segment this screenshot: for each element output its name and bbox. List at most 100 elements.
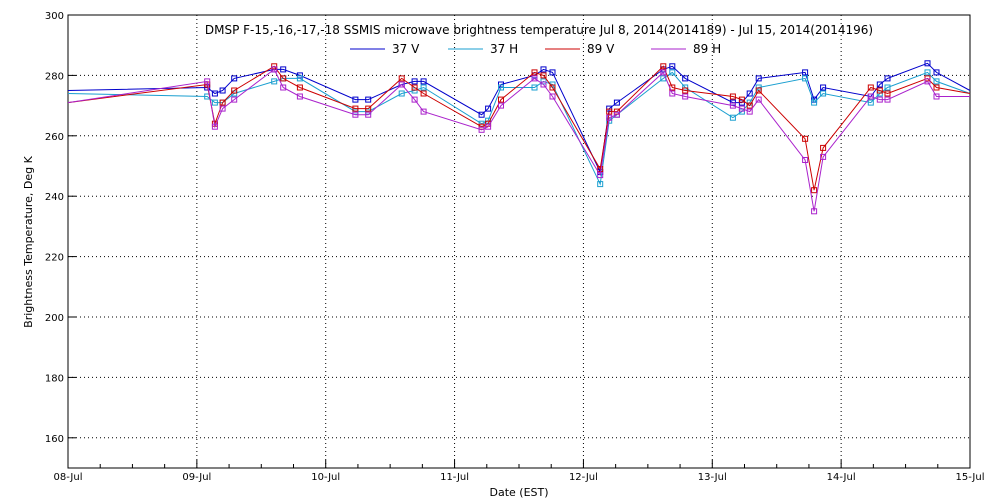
chart-title: DMSP F-15,-16,-17,-18 SSMIS microwave br… xyxy=(205,23,873,37)
data-point xyxy=(606,114,613,121)
data-point xyxy=(729,114,736,121)
series-group xyxy=(67,60,971,215)
data-point xyxy=(820,90,827,97)
data-point xyxy=(669,63,676,70)
data-point xyxy=(280,75,287,82)
data-point xyxy=(219,105,226,112)
data-point xyxy=(660,63,667,70)
data-point xyxy=(811,99,818,106)
data-point xyxy=(549,69,556,76)
data-point xyxy=(540,72,547,79)
data-point xyxy=(746,102,753,109)
data-point xyxy=(924,78,931,85)
axis-ticks: 160 180 200 220 240 260 280 300 08-Jul 09-Jul 10-J… xyxy=(45,11,985,483)
data-point xyxy=(746,108,753,115)
series-89-h xyxy=(67,66,970,215)
x-tick-label: 12-Jul xyxy=(569,472,598,483)
data-point xyxy=(231,96,238,103)
data-point xyxy=(876,81,883,88)
data-point xyxy=(867,84,874,91)
data-point xyxy=(411,84,418,91)
data-point xyxy=(231,87,238,94)
data-point xyxy=(420,84,427,91)
data-point xyxy=(933,69,940,76)
data-point xyxy=(280,66,287,73)
data-point xyxy=(820,144,827,151)
data-point xyxy=(682,93,689,100)
data-point xyxy=(802,75,809,82)
legend: 37 V 37 H 89 V 89 H xyxy=(350,42,721,56)
data-point xyxy=(271,66,278,73)
x-tick-label: 11-Jul xyxy=(440,472,469,483)
x-tick-label: 08-Jul xyxy=(54,472,83,483)
data-point xyxy=(738,105,745,112)
y-tick-label: 280 xyxy=(45,71,64,82)
data-point xyxy=(729,102,736,109)
data-point xyxy=(924,69,931,76)
data-point xyxy=(478,123,485,130)
y-axis-title: Brightness Temperature, Deg K xyxy=(22,155,35,327)
data-point xyxy=(498,102,504,109)
data-point xyxy=(352,105,359,112)
x-tick-label: 14-Jul xyxy=(827,472,856,483)
data-point xyxy=(924,60,931,67)
data-point xyxy=(398,90,405,97)
data-point xyxy=(729,93,736,100)
data-point xyxy=(365,111,372,118)
data-point xyxy=(660,69,667,76)
y-tick-label: 300 xyxy=(45,11,64,22)
y-tick-label: 160 xyxy=(45,434,64,445)
data-point xyxy=(420,78,427,85)
data-point xyxy=(876,87,883,94)
data-point xyxy=(540,81,547,88)
data-point xyxy=(352,111,359,118)
data-point xyxy=(802,157,809,163)
y-tick-label: 220 xyxy=(45,253,64,264)
legend-label: 89 V xyxy=(587,42,615,56)
data-point xyxy=(738,96,745,103)
legend-label: 89 H xyxy=(693,42,721,56)
data-point xyxy=(933,78,940,85)
x-tick-label: 10-Jul xyxy=(311,472,340,483)
data-point xyxy=(478,111,485,118)
x-axis-title: Date (EST) xyxy=(489,486,548,499)
data-point xyxy=(867,93,874,100)
data-point xyxy=(669,69,676,76)
data-point xyxy=(802,69,809,76)
data-point xyxy=(352,96,359,103)
data-point xyxy=(755,75,762,82)
data-point xyxy=(682,87,689,94)
data-point xyxy=(365,105,372,112)
data-point xyxy=(811,208,818,215)
data-point xyxy=(271,78,278,85)
data-point xyxy=(755,96,762,103)
data-point xyxy=(933,93,940,100)
data-point xyxy=(204,78,211,85)
data-point xyxy=(420,90,427,97)
data-point xyxy=(606,108,613,115)
data-point xyxy=(219,99,226,106)
plot-area xyxy=(67,14,971,469)
data-point xyxy=(498,84,504,91)
series-37-v xyxy=(67,60,971,175)
y-tick-label: 180 xyxy=(45,373,64,384)
data-point xyxy=(820,84,827,91)
data-point xyxy=(219,87,226,94)
x-tick-label: 09-Jul xyxy=(182,472,211,483)
y-tick-label: 260 xyxy=(45,132,64,143)
data-point xyxy=(549,93,556,100)
data-point xyxy=(682,75,689,82)
legend-label: 37 V xyxy=(392,42,420,56)
data-point xyxy=(755,87,762,94)
data-point xyxy=(211,123,218,130)
data-point xyxy=(485,123,492,130)
data-point xyxy=(478,126,485,133)
data-point xyxy=(597,181,604,188)
data-point xyxy=(613,99,620,106)
data-point xyxy=(231,75,238,82)
data-point xyxy=(820,153,827,160)
data-point xyxy=(540,66,547,73)
data-point xyxy=(876,96,883,103)
data-point xyxy=(884,84,891,91)
data-point xyxy=(613,111,620,118)
